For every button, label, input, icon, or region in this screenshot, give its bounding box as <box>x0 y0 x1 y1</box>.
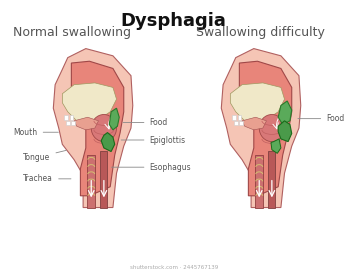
Text: Food: Food <box>298 114 345 123</box>
Text: Mouth: Mouth <box>14 128 58 137</box>
Text: Food: Food <box>123 118 168 127</box>
Polygon shape <box>239 61 292 196</box>
Polygon shape <box>271 139 281 153</box>
Bar <box>238 115 241 120</box>
Polygon shape <box>255 155 263 207</box>
Bar <box>239 121 243 125</box>
Bar <box>66 121 69 125</box>
Polygon shape <box>268 151 276 207</box>
Polygon shape <box>230 83 285 123</box>
Polygon shape <box>278 101 292 124</box>
Text: shutterstock.com · 2445767139: shutterstock.com · 2445767139 <box>130 265 218 270</box>
Text: Normal swallowing: Normal swallowing <box>13 26 131 39</box>
Text: Epiglottis: Epiglottis <box>121 136 186 144</box>
Text: Swallowing difficulty: Swallowing difficulty <box>196 26 324 39</box>
Polygon shape <box>53 49 133 207</box>
Polygon shape <box>71 61 124 196</box>
Polygon shape <box>221 49 301 207</box>
Polygon shape <box>242 117 266 130</box>
Polygon shape <box>109 108 119 130</box>
Bar <box>232 115 236 120</box>
Polygon shape <box>101 132 115 151</box>
Text: Tongue: Tongue <box>23 150 66 162</box>
Text: Dysphagia: Dysphagia <box>121 12 227 30</box>
Ellipse shape <box>91 115 117 142</box>
Polygon shape <box>62 83 117 123</box>
Bar <box>64 115 68 120</box>
Bar <box>71 121 75 125</box>
Bar <box>234 121 238 125</box>
Bar <box>69 115 73 120</box>
Polygon shape <box>100 151 108 207</box>
Text: Trachea: Trachea <box>23 174 71 183</box>
Polygon shape <box>74 117 99 130</box>
Text: Esophagus: Esophagus <box>111 163 191 172</box>
Polygon shape <box>278 121 292 142</box>
Polygon shape <box>87 155 95 207</box>
Ellipse shape <box>259 115 285 142</box>
